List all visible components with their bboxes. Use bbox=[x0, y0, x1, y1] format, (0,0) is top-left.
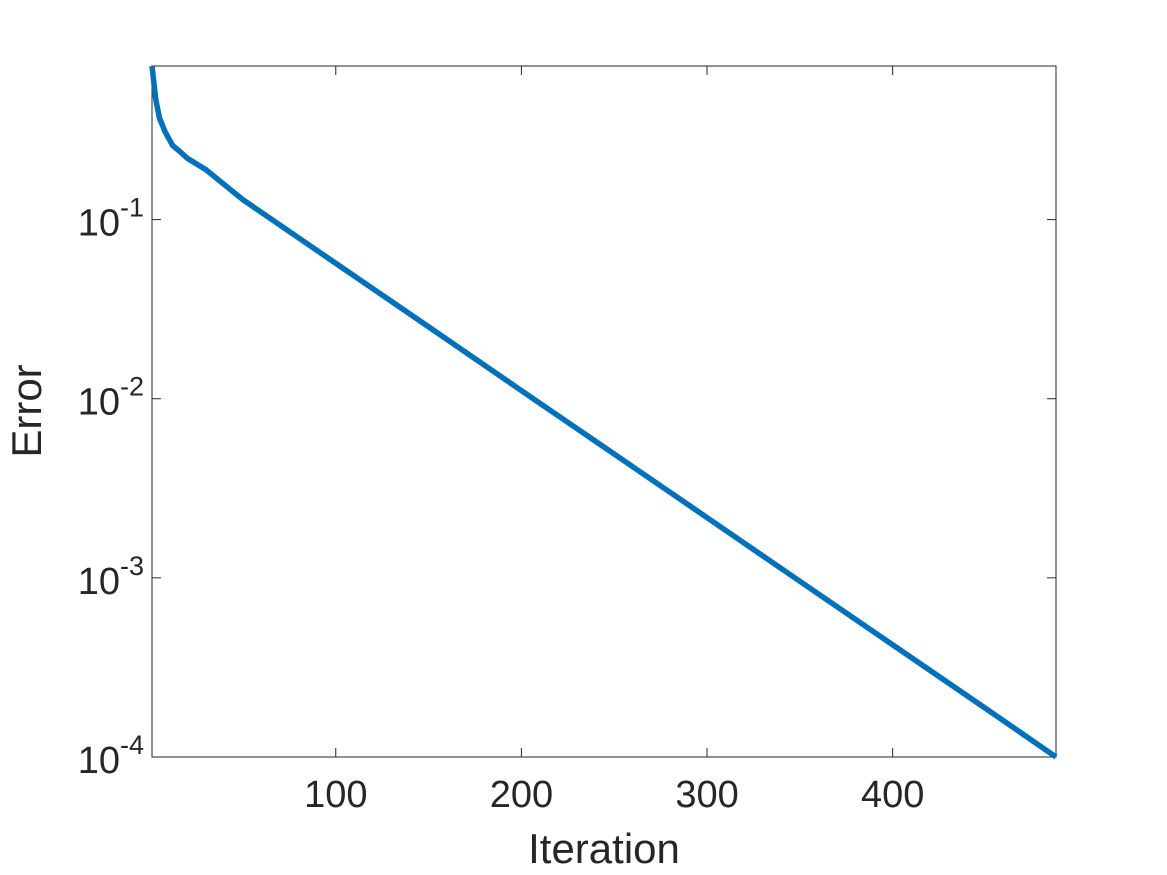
y-tick-exponent: -4 bbox=[120, 730, 144, 760]
y-tick-label: 10-2 bbox=[78, 372, 144, 424]
x-tick-label: 400 bbox=[861, 774, 924, 816]
y-tick-label: 10-4 bbox=[78, 730, 144, 782]
y-tick-base: 10 bbox=[78, 740, 120, 782]
x-tick-label: 200 bbox=[490, 774, 553, 816]
data-line bbox=[149, 65, 1058, 760]
y-tick-exponent: -2 bbox=[120, 372, 144, 402]
axes-box bbox=[151, 65, 1057, 758]
y-tick-base: 10 bbox=[78, 203, 120, 245]
y-tick-exponent: -1 bbox=[120, 193, 144, 223]
y-tick-label: 10-1 bbox=[78, 193, 144, 245]
x-tick-label: 300 bbox=[675, 774, 738, 816]
y-tick-base: 10 bbox=[78, 382, 120, 424]
x-tick-label: 100 bbox=[304, 774, 367, 816]
y-tick-base: 10 bbox=[78, 561, 120, 603]
y-tick-exponent: -3 bbox=[120, 551, 144, 581]
y-axis-label: Error bbox=[3, 364, 50, 457]
y-tick-label: 10-3 bbox=[78, 551, 144, 603]
x-axis-label: Iteration bbox=[528, 825, 680, 872]
